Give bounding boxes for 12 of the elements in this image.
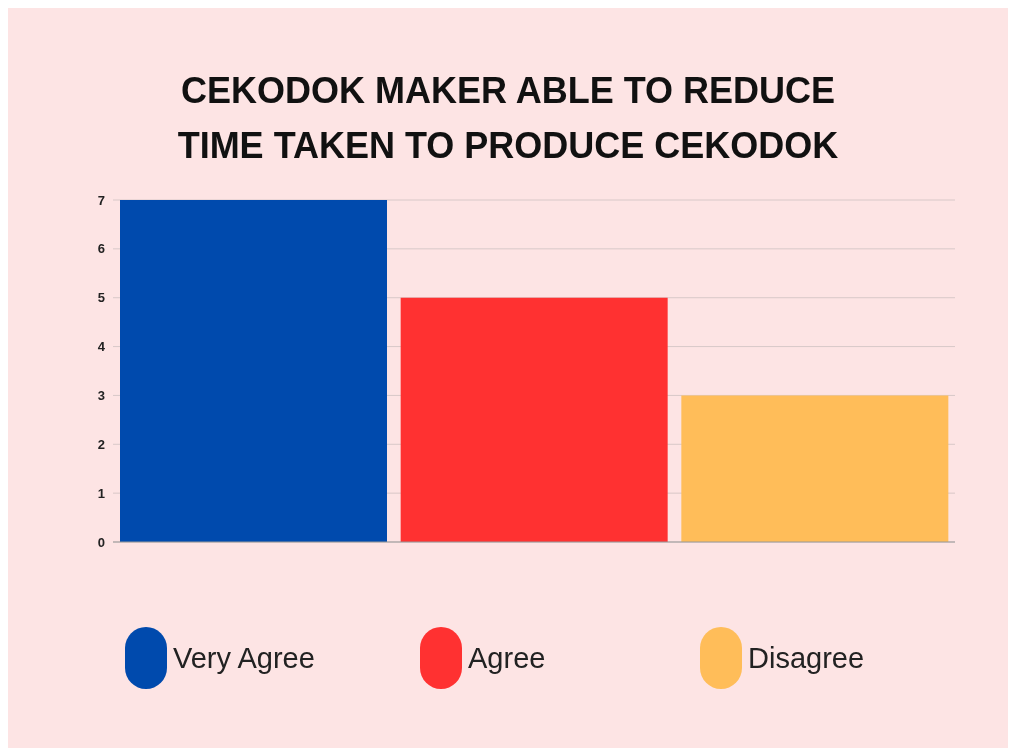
y-tick-label: 6 [97, 241, 105, 257]
legend-label: Agree [468, 641, 546, 675]
y-tick-label: 5 [97, 290, 105, 306]
y-tick-label: 1 [97, 485, 105, 501]
y-tick-label: 2 [97, 436, 105, 452]
y-tick-label: 7 [97, 192, 105, 208]
y-tick-label: 0 [97, 534, 105, 550]
legend-label: Very Agree [173, 641, 315, 675]
chart-title: CEKODOK MAKER ABLE TO REDUCE TIME TAKEN TO PRODUCE CEKODOK [176, 69, 840, 168]
y-tick-label: 3 [97, 388, 105, 404]
y-tick-label: 4 [97, 339, 106, 355]
legend-label: Disagree [748, 641, 865, 675]
